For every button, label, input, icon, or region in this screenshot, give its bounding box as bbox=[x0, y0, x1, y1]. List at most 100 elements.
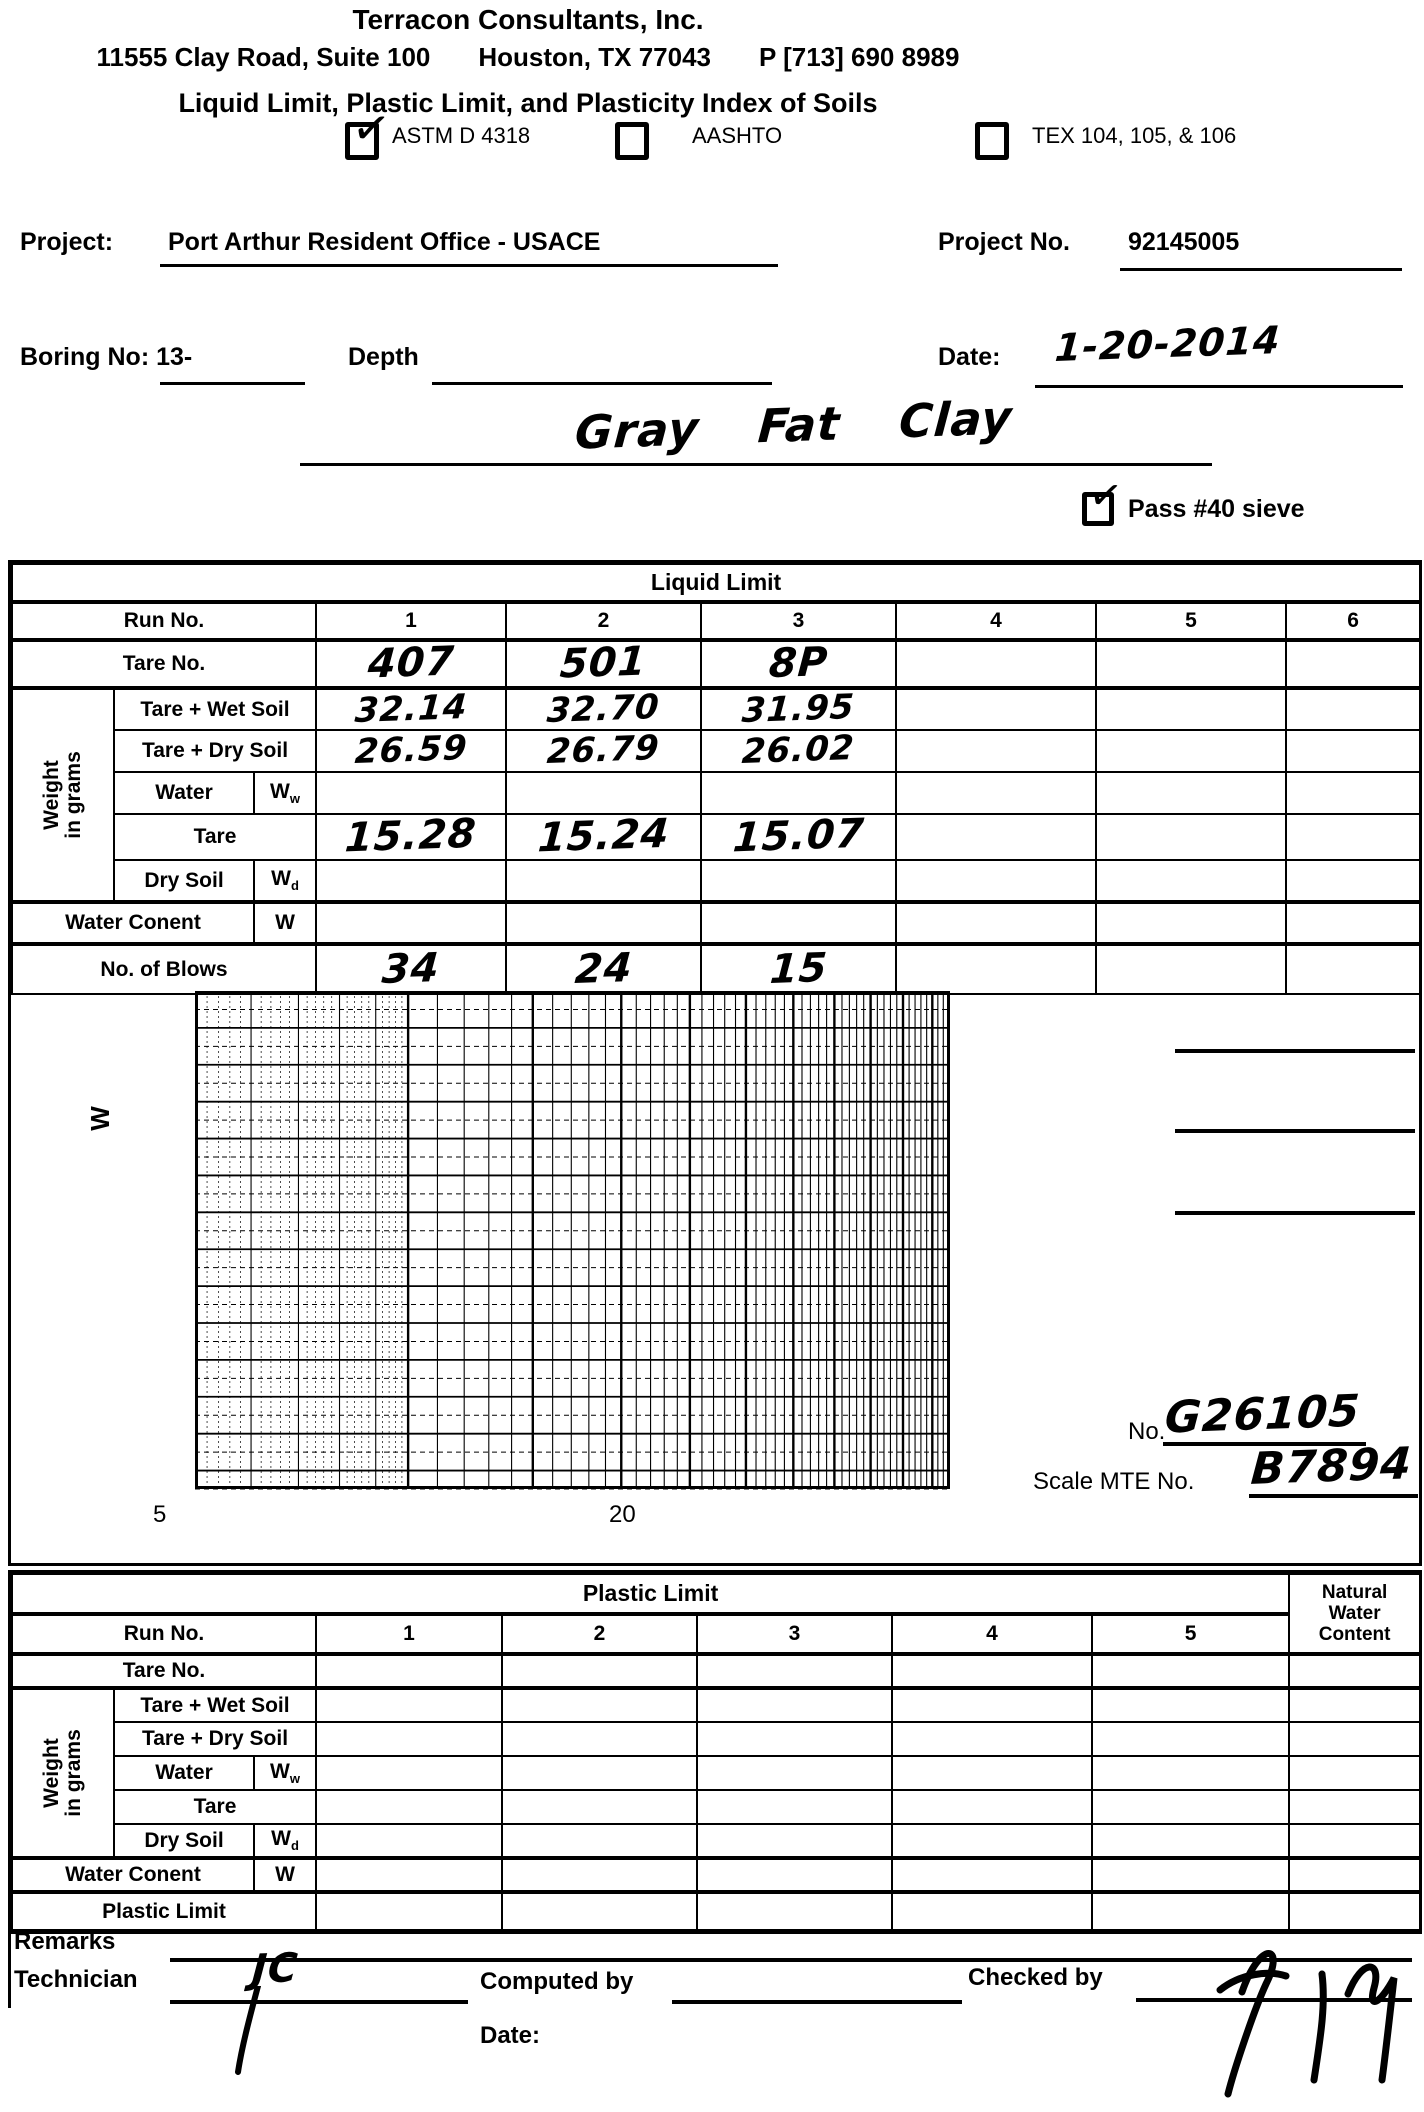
computed-by-label: Computed by bbox=[480, 1968, 634, 1995]
symbol-wd: Wd bbox=[253, 1823, 317, 1859]
tare-value: 15.28 bbox=[343, 810, 479, 862]
remarks-line bbox=[170, 1930, 1412, 1962]
symbol-w: W bbox=[253, 1856, 317, 1893]
flow-curve-grid bbox=[195, 991, 950, 1490]
pass40-label: Pass #40 sieve bbox=[1128, 495, 1305, 523]
run-no: 1 bbox=[315, 600, 507, 641]
row-label: Tare bbox=[113, 813, 317, 861]
tare-no-value: 501 bbox=[558, 638, 649, 688]
footer-left-border bbox=[8, 1924, 11, 2008]
row-label: Dry Soil bbox=[113, 859, 255, 903]
row-label: Water Conent bbox=[11, 900, 255, 945]
tare-no-value: 8P bbox=[767, 638, 830, 688]
tex-label: TEX 104, 105, & 106 bbox=[1032, 123, 1237, 148]
row-label: Tare + Wet Soil bbox=[113, 1686, 317, 1723]
date-handwritten: 1-20-2014 bbox=[1053, 317, 1283, 371]
run-no: 3 bbox=[696, 1612, 893, 1655]
technician-line bbox=[170, 1966, 468, 2004]
run-no: 5 bbox=[1090, 1612, 1291, 1655]
run-no: 4 bbox=[891, 1612, 1093, 1655]
aashto-checkbox bbox=[615, 122, 649, 160]
symbol-ww: Ww bbox=[253, 1755, 317, 1791]
depth-label: Depth bbox=[348, 343, 419, 371]
blows-value: 34 bbox=[380, 944, 442, 993]
row-label: Tare No. bbox=[11, 638, 317, 689]
symbol-w: W bbox=[253, 900, 317, 945]
equipment-no-handwritten: G26105 bbox=[1163, 1385, 1362, 1444]
row-label: Tare + Dry Soil bbox=[113, 729, 317, 773]
row-label: Plastic Limit bbox=[11, 1890, 317, 1931]
boring-label: Boring No: 13- bbox=[20, 343, 193, 371]
description-underline bbox=[300, 430, 1212, 466]
row-label: Water bbox=[113, 771, 255, 815]
project-label: Project: bbox=[20, 228, 114, 256]
project-value: Port Arthur Resident Office - USACE bbox=[168, 228, 601, 256]
checked-by-label: Checked by bbox=[968, 1964, 1103, 1991]
plastic-limit-section: Plastic Limit Natural Water Content Run … bbox=[8, 1570, 1422, 1934]
pass40-checkbox: ✓ bbox=[1082, 471, 1126, 526]
date-by-label: Date: bbox=[480, 2022, 541, 2049]
flow-curve-y-axis-label: W bbox=[84, 1106, 115, 1131]
run-no: 5 bbox=[1095, 600, 1287, 641]
scale-mte-label: Scale MTE No. bbox=[1033, 1468, 1195, 1495]
tare-wet-value: 32.14 bbox=[353, 686, 469, 731]
company-city: Houston, TX 77043 bbox=[478, 42, 711, 72]
blows-value: 24 bbox=[573, 944, 634, 993]
aashto-label: AASHTO bbox=[692, 123, 783, 148]
astm-label: ASTM D 4318 bbox=[392, 123, 531, 148]
tare-value: 15.24 bbox=[536, 810, 671, 862]
sample-description-handwritten: Gray Fat Clay bbox=[573, 390, 1015, 460]
company-address-line: 11555 Clay Road, Suite 100 Houston, TX 7… bbox=[0, 42, 1056, 73]
tare-no-value: 407 bbox=[366, 638, 456, 688]
tare-value: 15.07 bbox=[731, 810, 866, 862]
project-no-underline bbox=[1120, 232, 1402, 271]
tare-wet-value: 32.70 bbox=[545, 686, 662, 731]
run-no: 1 bbox=[315, 1612, 503, 1655]
liquid-limit-section: Liquid Limit Run No. 1 2 3 4 5 6 Tare No… bbox=[8, 560, 1422, 1566]
run-no: 2 bbox=[505, 600, 702, 641]
row-label: No. of Blows bbox=[11, 942, 317, 995]
natural-water-content-label: Natural Water Content bbox=[1288, 1573, 1422, 1655]
blows-value: 15 bbox=[768, 944, 829, 993]
project-no-label: Project No. bbox=[938, 228, 1070, 256]
project-no-value: 92145005 bbox=[1128, 228, 1240, 256]
writing-line bbox=[1175, 1049, 1415, 1053]
tex-checkbox bbox=[975, 122, 1009, 160]
astm-checkbox: ✓ bbox=[345, 99, 394, 160]
scale-mte-handwritten: B7894 bbox=[1249, 1438, 1414, 1495]
weight-in-grams-label: Weight in grams bbox=[11, 686, 115, 903]
row-label: Water Conent bbox=[11, 1856, 255, 1893]
depth-underline bbox=[432, 346, 772, 385]
run-no: 6 bbox=[1284, 600, 1422, 641]
tare-dry-value: 26.02 bbox=[740, 727, 857, 773]
check-icon: ✓ bbox=[348, 98, 395, 158]
symbol-wd: Wd bbox=[253, 859, 317, 903]
company-address: 11555 Clay Road, Suite 100 bbox=[96, 42, 431, 72]
plastic-limit-table: Plastic Limit Natural Water Content Run … bbox=[10, 1573, 1422, 1931]
writing-line bbox=[1175, 1129, 1415, 1133]
weight-in-grams-label: Weight in grams bbox=[11, 1686, 115, 1859]
liquid-limit-table: Liquid Limit Run No. 1 2 3 4 5 6 Tare No… bbox=[10, 563, 1422, 995]
check-icon: ✓ bbox=[1085, 470, 1126, 522]
row-label: Tare No. bbox=[11, 1652, 317, 1689]
run-no: 2 bbox=[501, 1612, 698, 1655]
equipment-no-label: No. bbox=[1128, 1418, 1166, 1445]
tare-dry-value: 26.79 bbox=[545, 727, 662, 773]
x-tick-20: 20 bbox=[609, 1501, 636, 1528]
row-label: Water bbox=[113, 1755, 255, 1791]
technician-signature-tail bbox=[235, 1986, 261, 2075]
checked-by-line bbox=[1136, 1964, 1412, 2002]
date-label: Date: bbox=[938, 343, 1001, 371]
tare-wet-value: 31.95 bbox=[740, 686, 857, 731]
run-no: 3 bbox=[700, 600, 897, 641]
company-phone: P [713] 690 8989 bbox=[759, 42, 960, 72]
tare-dry-value: 26.59 bbox=[353, 727, 469, 773]
row-label: Tare bbox=[113, 1789, 317, 1825]
computed-by-line bbox=[672, 1966, 962, 2004]
form-title: Liquid Limit, Plastic Limit, and Plastic… bbox=[178, 88, 878, 118]
company-name: Terracon Consultants, Inc. bbox=[352, 4, 704, 35]
remarks-label: Remarks bbox=[14, 1928, 116, 1955]
symbol-ww: Ww bbox=[253, 771, 317, 815]
row-label: Tare + Wet Soil bbox=[113, 686, 317, 731]
